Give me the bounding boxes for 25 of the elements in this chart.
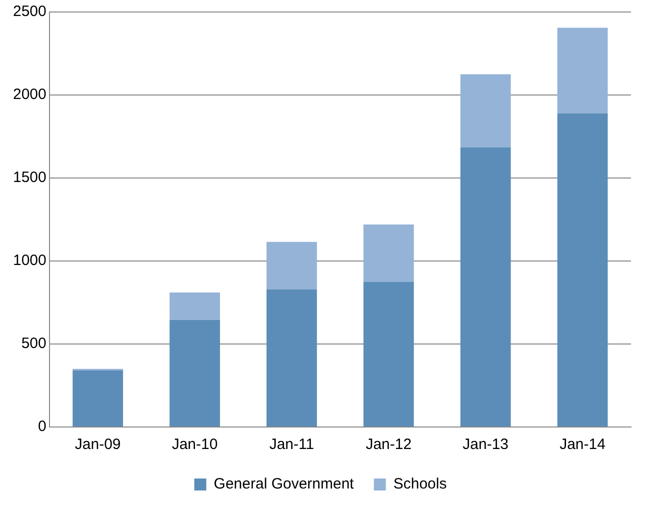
y-tick-label: 1000	[12, 252, 46, 270]
bar	[363, 282, 414, 426]
bar	[170, 292, 220, 320]
bar	[72, 370, 124, 426]
y-tick-label: 500	[21, 335, 46, 352]
y-tick-label: 1500	[12, 169, 46, 186]
y-tick-label: 2000	[12, 86, 46, 104]
x-tick-label: Jan-10	[172, 436, 218, 454]
y-tick-label: 2500	[12, 3, 46, 20]
legend-label: General Government	[214, 476, 355, 493]
bar	[460, 74, 511, 148]
y-tick-label: 0	[38, 418, 46, 436]
x-tick-label: Jan-11	[269, 436, 314, 454]
bar	[557, 28, 608, 114]
bar	[170, 320, 220, 426]
bar	[266, 242, 317, 290]
x-tick-label: Jan-13	[462, 436, 509, 454]
bar	[557, 113, 608, 426]
bar	[460, 147, 511, 426]
x-tick-label: Jan-09	[74, 436, 121, 454]
bar	[363, 224, 414, 282]
legend-label: Schools	[393, 476, 447, 493]
x-tick-label: Jan-14	[560, 436, 606, 454]
bar	[266, 289, 317, 426]
x-tick-label: Jan-12	[366, 436, 412, 454]
